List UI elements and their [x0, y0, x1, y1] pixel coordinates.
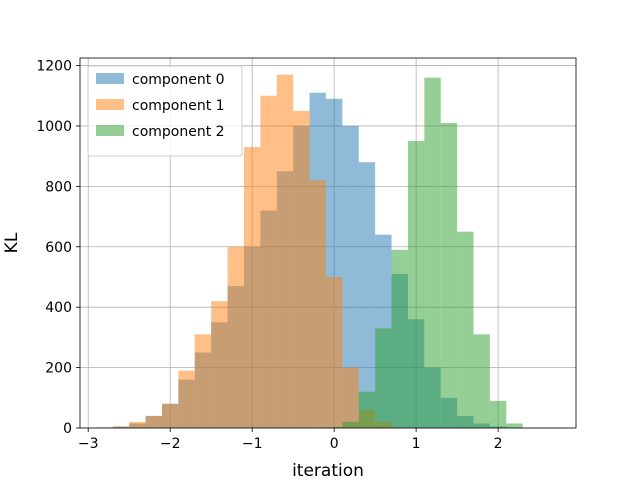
histogram-bar-component-1 — [276, 74, 294, 428]
histogram-bar-component-0 — [358, 162, 376, 428]
histogram-bar-component-2 — [325, 427, 343, 428]
legend-label: component 0 — [132, 72, 225, 88]
plot-frame — [79, 57, 577, 429]
histogram-bar-component-1 — [227, 246, 244, 428]
y-tick-label: 0 — [63, 421, 72, 437]
ticks: −3 −2 −1 0 1 2 0 200 400 600 800 1000 1200 — [36, 59, 502, 452]
histogram-bar-component-1 — [145, 415, 162, 428]
histogram-bar-component-1 — [194, 334, 212, 428]
histogram-bar-component-1 — [178, 370, 195, 428]
histogram-bar-component-1 — [161, 403, 179, 428]
histogram-bar-component-1 — [129, 421, 146, 428]
x-axis-label: iteration — [292, 461, 364, 480]
legend-label: component 1 — [132, 98, 225, 114]
y-tick-label: 800 — [45, 179, 72, 195]
x-tick-label: −2 — [160, 436, 181, 452]
histogram-bar-component-2 — [506, 423, 523, 428]
legend-swatch — [96, 99, 124, 110]
x-tick-label: −3 — [78, 436, 99, 452]
legend: component 0 component 1 component 2 — [87, 65, 243, 157]
legend-swatch — [96, 125, 124, 136]
histogram-bar-component-1 — [112, 426, 130, 428]
y-axis-label: KL — [2, 232, 22, 253]
x-tick-label: 1 — [412, 436, 421, 452]
histogram-bar-component-2 — [407, 141, 425, 428]
y-tick-label: 400 — [45, 300, 72, 316]
histogram-bar-component-1 — [309, 180, 326, 428]
histogram-bar-component-2 — [391, 249, 408, 428]
histogram-bar-component-2 — [489, 400, 507, 428]
histogram-bar-component-2 — [457, 231, 474, 428]
x-tick-label: 0 — [330, 436, 339, 452]
y-tick-label: 1000 — [36, 119, 72, 135]
x-tick-label: −1 — [242, 436, 263, 452]
histogram-bar-component-1 — [325, 276, 343, 428]
histogram-bar-component-1 — [260, 95, 277, 429]
histogram-bar-component-2 — [358, 391, 376, 428]
histogram-bar-component-1 — [243, 147, 261, 428]
histogram-bar-component-2 — [375, 328, 392, 428]
y-tick-label: 600 — [45, 240, 72, 256]
histogram-bar-component-2 — [440, 122, 458, 428]
legend-label: component 2 — [132, 124, 225, 140]
legend-box — [87, 65, 243, 157]
histogram-bar-component-1 — [293, 110, 310, 428]
histogram-bar-component-2 — [342, 421, 359, 428]
histogram-bar-component-0 — [342, 125, 359, 429]
histogram-bar-component-1 — [342, 367, 359, 428]
histogram-bar-component-1 — [211, 301, 228, 428]
legend-swatch — [96, 73, 124, 84]
histogram-bar-component-2 — [424, 77, 441, 428]
histogram-bar-component-2 — [473, 334, 490, 428]
y-tick-label: 1200 — [36, 59, 72, 75]
y-tick-label: 200 — [45, 361, 72, 377]
x-tick-label: 2 — [494, 436, 503, 452]
bars — [96, 74, 540, 429]
